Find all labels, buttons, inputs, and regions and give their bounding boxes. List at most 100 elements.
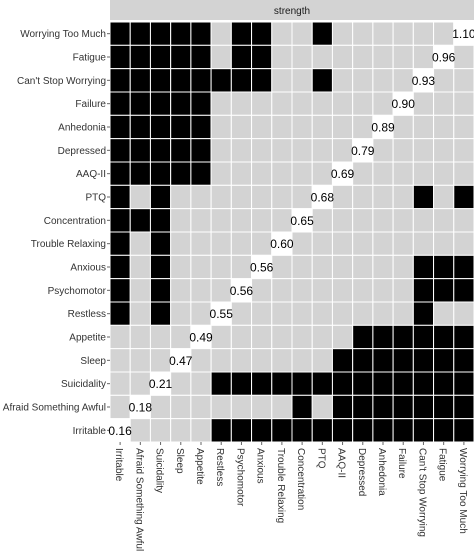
heatmap-cell-anhedonia-psychomotor: [230, 114, 253, 140]
strength-value-label: 0.49: [189, 331, 213, 345]
heatmap-cell-fatigue-anhedonia: [372, 44, 394, 70]
heatmap-cell-afraid-something-awful-suicidality: [149, 394, 172, 420]
heatmap-cell-trouble-relaxing-concentration: [291, 231, 313, 256]
heatmap-cell-depressed-appetite: [190, 138, 212, 163]
heatmap-cell-appetite-concentration: [291, 324, 313, 350]
heatmap-cell-appetite-can-t-stop-worrying: [412, 324, 435, 350]
heatmap-cell-failure-restless: [210, 91, 232, 116]
heatmap-cell-failure-psychomotor: [230, 91, 253, 116]
heatmap-cell-anxious-suicidality: [149, 254, 172, 280]
heatmap-cell-can-t-stop-worrying-ptq: [311, 68, 333, 93]
heatmap-cell-concentration-afraid-something-awful: [129, 208, 151, 233]
heatmap-cell-concentration-sleep: [170, 208, 192, 233]
heatmap-cell-psychomotor-sleep: [170, 278, 192, 303]
heatmap-cell-suicidality-depressed: [352, 371, 374, 396]
heatmap-cell-sleep-ptq: [311, 348, 333, 373]
heatmap-cell-anhedonia-aaq-ii: [331, 114, 354, 140]
heatmap-cell-worrying-too-much-sleep: [170, 21, 192, 46]
heatmap-cell-failure-concentration: [291, 91, 313, 116]
heatmap-cell-psychomotor-appetite: [190, 278, 212, 303]
heatmap-cell-trouble-relaxing-irritable: [109, 231, 131, 256]
heatmap-cell-concentration-trouble-relaxing: [271, 208, 293, 233]
heatmap-cell-appetite-sleep: [170, 324, 192, 350]
heatmap-cell-aaq-ii-psychomotor: [230, 161, 253, 186]
x-tick-label: Can't Stop Worrying: [416, 448, 427, 537]
heatmap-cell-irritable-sleep: [170, 418, 192, 443]
heatmap-cell-can-t-stop-worrying-psychomotor: [230, 68, 253, 93]
heatmap-cell-trouble-relaxing-afraid-something-awful: [129, 231, 151, 256]
heatmap-cell-fatigue-depressed: [352, 44, 374, 70]
heatmap-cell-anhedonia-irritable: [109, 114, 131, 140]
heatmap-cell-irritable-afraid-something-awful: [129, 418, 151, 443]
strength-value-label: 0.16: [108, 424, 132, 438]
heatmap-cell-concentration-psychomotor: [230, 208, 253, 233]
heatmap-cell-depressed-anxious: [251, 138, 273, 163]
heatmap-cell-can-t-stop-worrying-anxious: [251, 68, 273, 93]
heatmap-cell-anhedonia-anxious: [251, 114, 273, 140]
x-axis-labels: Irritable Afraid Something Awful Suicidali…: [113, 442, 468, 551]
strength-value-label: 0.18: [129, 401, 153, 415]
strength-value-label: 0.60: [270, 237, 294, 251]
heatmap-cell-restless-ptq: [311, 301, 333, 326]
heatmap-cell-anxious-appetite: [190, 254, 212, 280]
heatmap-cell-aaq-ii-sleep: [170, 161, 192, 186]
heatmap-cell-anxious-failure: [392, 254, 414, 280]
heatmap-cell-appetite-anxious: [251, 324, 273, 350]
heatmap-cell-sleep-depressed: [352, 348, 374, 373]
heatmap-cell-sleep-failure: [392, 348, 414, 373]
y-tick-label: PTQ: [85, 193, 106, 204]
heatmap-cell-psychomotor-suicidality: [149, 278, 172, 303]
heatmap-cell-ptq-concentration: [291, 184, 313, 210]
heatmap-cell-afraid-something-awful-ptq: [311, 394, 333, 420]
heatmap-cell-failure-sleep: [170, 91, 192, 116]
heatmap-cell-sleep-appetite: [190, 348, 212, 373]
y-tick-label: Appetite: [69, 333, 106, 344]
heatmap-cell-ptq-fatigue: [433, 184, 455, 210]
strength-value-label: 0.21: [149, 377, 173, 391]
heatmap-cell-depressed-failure: [392, 138, 414, 163]
heatmap-cell-depressed-fatigue: [433, 138, 455, 163]
heatmap-cell-suicidality-concentration: [291, 371, 313, 396]
heatmap-cell-trouble-relaxing-appetite: [190, 231, 212, 256]
heatmap-cell-can-t-stop-worrying-failure: [392, 68, 414, 93]
y-tick-label: Anxious: [70, 263, 106, 274]
heatmap-cell-worrying-too-much-concentration: [291, 21, 313, 46]
heatmap-cell-worrying-too-much-ptq: [311, 21, 333, 46]
heatmap-cell-suicidality-ptq: [311, 371, 333, 396]
heatmap-cell-appetite-trouble-relaxing: [271, 324, 293, 350]
heatmap-cell-failure-anxious: [251, 91, 273, 116]
heatmap-cell-can-t-stop-worrying-appetite: [190, 68, 212, 93]
heatmap-cell-appetite-ptq: [311, 324, 333, 350]
heatmap-cell-can-t-stop-worrying-trouble-relaxing: [271, 68, 293, 93]
heatmap-cell-can-t-stop-worrying-concentration: [291, 68, 313, 93]
heatmap-cell-irritable-anhedonia: [372, 418, 394, 443]
heatmap-cell-worrying-too-much-anhedonia: [372, 21, 394, 46]
heatmap-cell-appetite-afraid-something-awful: [129, 324, 151, 350]
heatmap-cell-sleep-anxious: [251, 348, 273, 373]
heatmap-cell-concentration-anhedonia: [372, 208, 394, 233]
y-tick-label: Suicidality: [61, 379, 106, 390]
y-tick-label: Afraid Something Awful: [3, 403, 106, 414]
heatmap-cell-depressed-restless: [210, 138, 232, 163]
heatmap-cell-failure-aaq-ii: [331, 91, 354, 116]
heatmap-cell-anhedonia-suicidality: [149, 114, 172, 140]
heatmap-cell-anhedonia-concentration: [291, 114, 313, 140]
heatmap-cell-psychomotor-failure: [392, 278, 414, 303]
heatmap-cell-suicidality-irritable: [109, 371, 131, 396]
heatmap-cell-appetite-anhedonia: [372, 324, 394, 350]
heatmap-cell-failure-ptq: [311, 91, 333, 116]
heatmap-cell-trouble-relaxing-can-t-stop-worrying: [412, 231, 435, 256]
heatmap-cell-anxious-worrying-too-much: [453, 254, 474, 280]
heatmap-cell-suicidality-sleep: [170, 371, 192, 396]
heatmap-cell-worrying-too-much-trouble-relaxing: [271, 21, 293, 46]
heatmap-cell-trouble-relaxing-ptq: [311, 231, 333, 256]
heatmap-cell-irritable-can-t-stop-worrying: [412, 418, 435, 443]
strength-value-label: 0.69: [331, 167, 355, 181]
heatmap-cell-sleep-afraid-something-awful: [129, 348, 151, 373]
heatmap-cell-concentration-fatigue: [433, 208, 455, 233]
strength-value-label: 0.56: [250, 261, 274, 275]
y-axis-labels: Worrying Too Much Fatigue Can't Stop Worry…: [3, 29, 110, 437]
heatmap-cell-irritable-depressed: [352, 418, 374, 443]
heatmap-cell-trouble-relaxing-aaq-ii: [331, 231, 354, 256]
